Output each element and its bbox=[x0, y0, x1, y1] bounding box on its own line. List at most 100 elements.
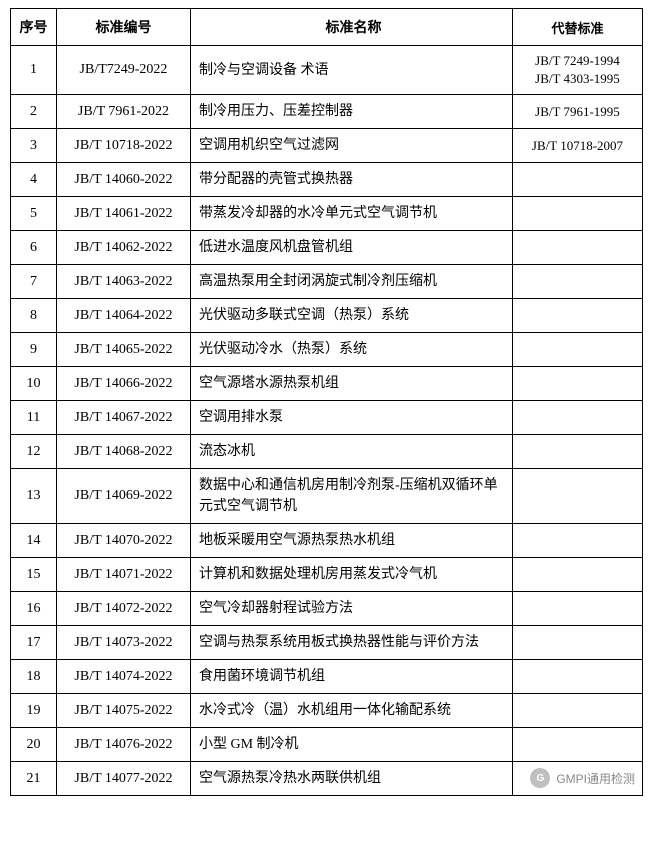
table-row: 1JB/T7249-2022制冷与空调设备 术语JB/T 7249-1994JB… bbox=[11, 46, 643, 95]
cell-seq: 7 bbox=[11, 265, 57, 299]
cell-replace bbox=[513, 401, 643, 435]
cell-name: 空气源塔水源热泵机组 bbox=[191, 367, 513, 401]
cell-code: JB/T 7961-2022 bbox=[57, 95, 191, 129]
cell-replace bbox=[513, 367, 643, 401]
cell-seq: 4 bbox=[11, 163, 57, 197]
table-row: 9JB/T 14065-2022光伏驱动冷水（热泵）系统 bbox=[11, 333, 643, 367]
cell-code: JB/T 14060-2022 bbox=[57, 163, 191, 197]
cell-replace: JB/T 7961-1995 bbox=[513, 95, 643, 129]
cell-replace bbox=[513, 694, 643, 728]
cell-code: JB/T7249-2022 bbox=[57, 46, 191, 95]
cell-replace bbox=[513, 265, 643, 299]
cell-seq: 20 bbox=[11, 728, 57, 762]
cell-name: 空气源热泵冷热水两联供机组 bbox=[191, 762, 513, 796]
cell-name: 带蒸发冷却器的水冷单元式空气调节机 bbox=[191, 197, 513, 231]
table-header-row: 序号 标准编号 标准名称 代替标准 bbox=[11, 9, 643, 46]
cell-seq: 17 bbox=[11, 626, 57, 660]
cell-seq: 5 bbox=[11, 197, 57, 231]
table-body: 1JB/T7249-2022制冷与空调设备 术语JB/T 7249-1994JB… bbox=[11, 46, 643, 796]
table-row: 16JB/T 14072-2022空气冷却器射程试验方法 bbox=[11, 592, 643, 626]
cell-name: 数据中心和通信机房用制冷剂泵-压缩机双循环单元式空气调节机 bbox=[191, 469, 513, 524]
table-row: 13JB/T 14069-2022数据中心和通信机房用制冷剂泵-压缩机双循环单元… bbox=[11, 469, 643, 524]
table-row: 14JB/T 14070-2022地板采暖用空气源热泵热水机组 bbox=[11, 524, 643, 558]
watermark-icon: G bbox=[530, 768, 550, 788]
cell-name: 小型 GM 制冷机 bbox=[191, 728, 513, 762]
cell-name: 制冷与空调设备 术语 bbox=[191, 46, 513, 95]
cell-name: 空调与热泵系统用板式换热器性能与评价方法 bbox=[191, 626, 513, 660]
cell-code: JB/T 14067-2022 bbox=[57, 401, 191, 435]
cell-name: 低进水温度风机盘管机组 bbox=[191, 231, 513, 265]
table-row: 17JB/T 14073-2022空调与热泵系统用板式换热器性能与评价方法 bbox=[11, 626, 643, 660]
cell-code: JB/T 14071-2022 bbox=[57, 558, 191, 592]
table-row: 2JB/T 7961-2022制冷用压力、压差控制器JB/T 7961-1995 bbox=[11, 95, 643, 129]
cell-name: 食用菌环境调节机组 bbox=[191, 660, 513, 694]
cell-seq: 14 bbox=[11, 524, 57, 558]
cell-replace bbox=[513, 626, 643, 660]
table-row: 5JB/T 14061-2022带蒸发冷却器的水冷单元式空气调节机 bbox=[11, 197, 643, 231]
cell-seq: 13 bbox=[11, 469, 57, 524]
cell-seq: 19 bbox=[11, 694, 57, 728]
table-row: 6JB/T 14062-2022低进水温度风机盘管机组 bbox=[11, 231, 643, 265]
cell-code: JB/T 14068-2022 bbox=[57, 435, 191, 469]
cell-replace bbox=[513, 299, 643, 333]
cell-code: JB/T 14077-2022 bbox=[57, 762, 191, 796]
cell-code: JB/T 14062-2022 bbox=[57, 231, 191, 265]
table-row: 10JB/T 14066-2022空气源塔水源热泵机组 bbox=[11, 367, 643, 401]
cell-name: 制冷用压力、压差控制器 bbox=[191, 95, 513, 129]
cell-seq: 11 bbox=[11, 401, 57, 435]
table-row: 3JB/T 10718-2022空调用机织空气过滤网JB/T 10718-200… bbox=[11, 129, 643, 163]
table-row: 19JB/T 14075-2022水冷式冷（温）水机组用一体化输配系统 bbox=[11, 694, 643, 728]
cell-seq: 9 bbox=[11, 333, 57, 367]
cell-seq: 2 bbox=[11, 95, 57, 129]
cell-name: 空调用排水泵 bbox=[191, 401, 513, 435]
table-row: 18JB/T 14074-2022食用菌环境调节机组 bbox=[11, 660, 643, 694]
cell-code: JB/T 14063-2022 bbox=[57, 265, 191, 299]
cell-name: 空调用机织空气过滤网 bbox=[191, 129, 513, 163]
cell-replace bbox=[513, 728, 643, 762]
cell-name: 计算机和数据处理机房用蒸发式冷气机 bbox=[191, 558, 513, 592]
header-seq: 序号 bbox=[11, 9, 57, 46]
cell-code: JB/T 14065-2022 bbox=[57, 333, 191, 367]
watermark: G GMPI通用检测 bbox=[526, 766, 639, 790]
cell-code: JB/T 14075-2022 bbox=[57, 694, 191, 728]
cell-replace bbox=[513, 197, 643, 231]
cell-replace bbox=[513, 524, 643, 558]
standards-table: 序号 标准编号 标准名称 代替标准 1JB/T7249-2022制冷与空调设备 … bbox=[10, 8, 643, 796]
cell-code: JB/T 14061-2022 bbox=[57, 197, 191, 231]
cell-name: 高温热泵用全封闭涡旋式制冷剂压缩机 bbox=[191, 265, 513, 299]
cell-name: 地板采暖用空气源热泵热水机组 bbox=[191, 524, 513, 558]
cell-code: JB/T 14074-2022 bbox=[57, 660, 191, 694]
cell-seq: 12 bbox=[11, 435, 57, 469]
header-replace: 代替标准 bbox=[513, 9, 643, 46]
cell-seq: 21 bbox=[11, 762, 57, 796]
cell-replace: JB/T 10718-2007 bbox=[513, 129, 643, 163]
cell-replace bbox=[513, 558, 643, 592]
cell-code: JB/T 14069-2022 bbox=[57, 469, 191, 524]
cell-seq: 6 bbox=[11, 231, 57, 265]
cell-seq: 10 bbox=[11, 367, 57, 401]
cell-seq: 16 bbox=[11, 592, 57, 626]
cell-name: 水冷式冷（温）水机组用一体化输配系统 bbox=[191, 694, 513, 728]
watermark-text: GMPI通用检测 bbox=[556, 770, 635, 787]
table-row: 7JB/T 14063-2022高温热泵用全封闭涡旋式制冷剂压缩机 bbox=[11, 265, 643, 299]
cell-replace: JB/T 7249-1994JB/T 4303-1995 bbox=[513, 46, 643, 95]
header-name: 标准名称 bbox=[191, 9, 513, 46]
table-row: 4JB/T 14060-2022带分配器的壳管式换热器 bbox=[11, 163, 643, 197]
header-code: 标准编号 bbox=[57, 9, 191, 46]
table-row: 11JB/T 14067-2022空调用排水泵 bbox=[11, 401, 643, 435]
cell-code: JB/T 14064-2022 bbox=[57, 299, 191, 333]
cell-replace bbox=[513, 163, 643, 197]
cell-seq: 3 bbox=[11, 129, 57, 163]
cell-replace bbox=[513, 592, 643, 626]
cell-code: JB/T 14073-2022 bbox=[57, 626, 191, 660]
cell-replace bbox=[513, 435, 643, 469]
cell-replace bbox=[513, 333, 643, 367]
cell-seq: 8 bbox=[11, 299, 57, 333]
cell-code: JB/T 10718-2022 bbox=[57, 129, 191, 163]
cell-replace bbox=[513, 231, 643, 265]
cell-seq: 1 bbox=[11, 46, 57, 95]
cell-name: 空气冷却器射程试验方法 bbox=[191, 592, 513, 626]
cell-replace bbox=[513, 469, 643, 524]
table-row: 20JB/T 14076-2022小型 GM 制冷机 bbox=[11, 728, 643, 762]
cell-name: 流态冰机 bbox=[191, 435, 513, 469]
